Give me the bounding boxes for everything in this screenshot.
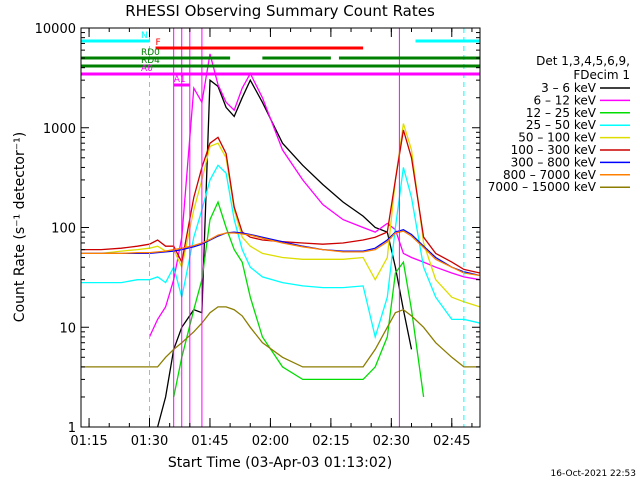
series-line-8 — [81, 306, 480, 368]
x-tick-label: 01:15 — [70, 434, 107, 449]
x-tick-label: 02:00 — [252, 434, 289, 449]
legend-label: 800 – 7000 keV — [503, 168, 597, 182]
state-bar-label: A1 — [174, 75, 186, 85]
x-axis-label: Start Time (03-Apr-03 01:13:02) — [168, 455, 392, 471]
legend-label: 12 – 25 keV — [526, 106, 597, 120]
legend-title-line-2: FDecim 1 — [573, 68, 630, 82]
x-tick-label: 01:30 — [131, 434, 168, 449]
legend-label: 3 – 6 keV — [541, 81, 597, 95]
state-bar-label: RD4 — [141, 56, 160, 66]
series-line-2 — [173, 200, 425, 398]
x-tick-label: 01:45 — [191, 434, 228, 449]
state-bar-label: N — [141, 31, 148, 41]
y-axis-label: Count Rate (s⁻¹ detector⁻¹) — [12, 132, 28, 322]
legend-title-line-1: Det 1,3,4,5,6,9, — [536, 54, 630, 68]
footer-timestamp: 16-Oct-2021 22:53 — [551, 469, 636, 479]
y-tick-label: 100 — [51, 222, 76, 237]
series-line-4 — [81, 123, 480, 308]
x-axis: 01:15 01:30 01:45 02:00 02:15 02:30 02:45 — [70, 28, 473, 449]
y-tick-label: 1000 — [43, 122, 76, 137]
series-line-7 — [81, 230, 480, 277]
x-tick-label: 02:30 — [373, 434, 410, 449]
legend-label: 25 – 50 keV — [526, 118, 597, 132]
y-tick-label: 10 — [59, 321, 76, 336]
x-tick-label: 02:45 — [433, 434, 470, 449]
legend-label: 100 – 300 keV — [511, 143, 597, 157]
vertical-markers — [149, 28, 465, 427]
legend-label: 6 – 12 keV — [534, 93, 597, 107]
y-tick-label: 10000 — [35, 22, 76, 37]
legend-label: 7000 – 15000 keV — [488, 180, 597, 194]
legend-label: 300 – 800 keV — [511, 155, 597, 169]
y-axis: 1 10 100 1000 10000 — [35, 22, 480, 436]
chart-title: RHESSI Observing Summary Count Rates — [125, 2, 435, 20]
x-tick-label: 02:15 — [312, 434, 349, 449]
legend-label: 50 – 100 keV — [518, 131, 597, 145]
state-bar-label: RD0 — [141, 48, 160, 58]
state-bar-label: A0 — [141, 64, 153, 74]
y-tick-label: 1 — [68, 421, 76, 436]
series-line-5 — [81, 129, 480, 274]
series-line-3 — [81, 164, 480, 340]
state-bar-label: F — [156, 38, 161, 48]
